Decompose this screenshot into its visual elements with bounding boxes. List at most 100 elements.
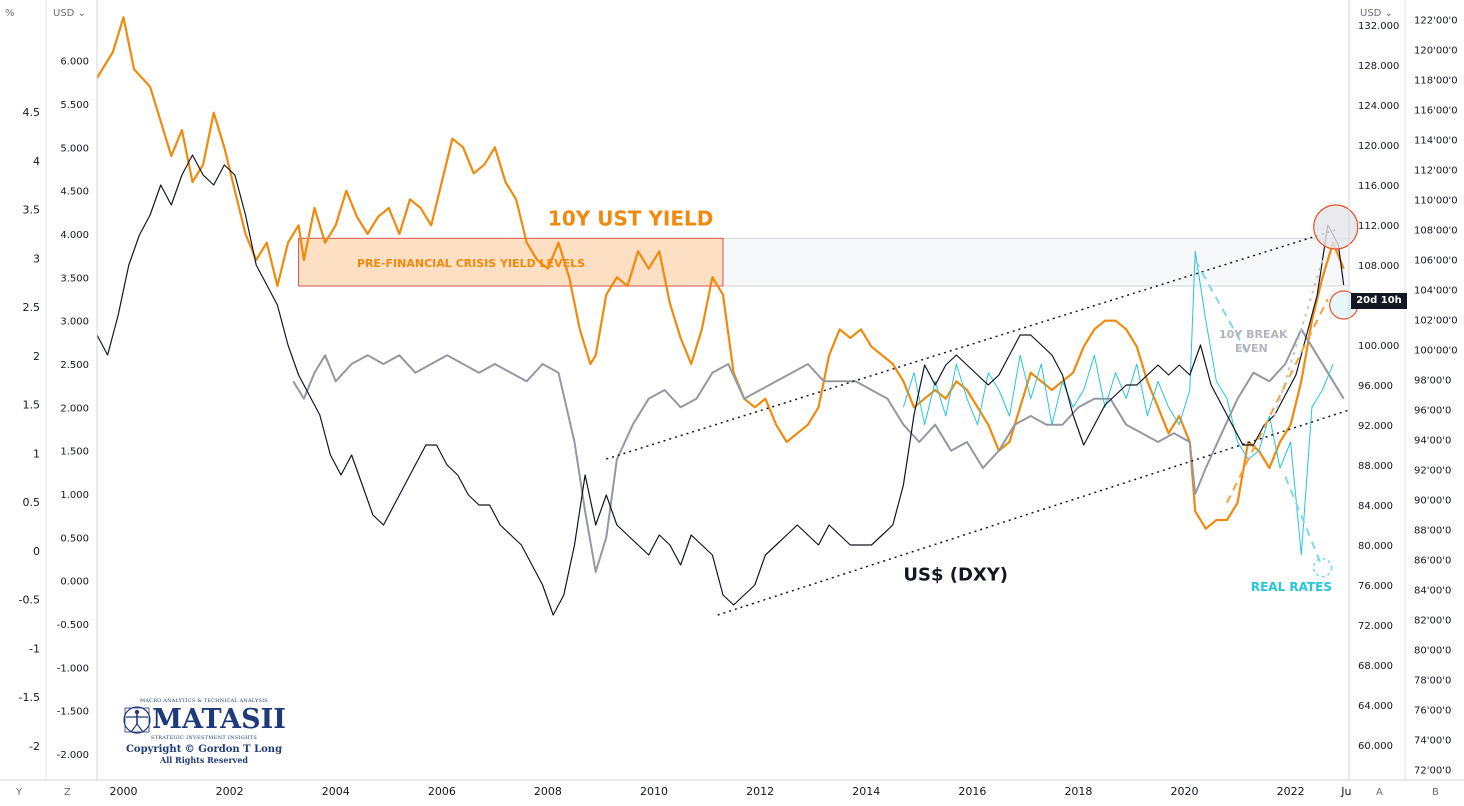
logo-copyright: Copyright © Gordon T Long [125, 744, 283, 755]
axis-tick-label: 128.000 [1358, 61, 1399, 72]
axis-tick-label: 116.000 [1358, 181, 1399, 192]
axis-tick-label: -1.500 [57, 707, 89, 718]
axis-tick-label: 0.000 [60, 577, 89, 588]
axis-tick-label: 2.000 [60, 403, 89, 414]
x-tick-label: 2012 [746, 785, 774, 798]
chart-annotation: US$ (DXY) [903, 565, 1008, 586]
axis-tick-label: 0.500 [60, 533, 89, 544]
axis-tick-label: 5.000 [60, 143, 89, 154]
axis-tick-label: 116'00'0 [1414, 106, 1458, 117]
x-tick-label: 2010 [640, 785, 668, 798]
axis-tick-label: 78'00'0 [1414, 676, 1451, 687]
logo-rights: All Rights Reserved [159, 755, 249, 765]
time-axis[interactable]: 2000 2002 2004 2006 2008 2010 2012 2014 2016 2018… [110, 785, 1352, 798]
axis-tick-label: 120.000 [1358, 141, 1399, 152]
axis-tick-label: 124.000 [1358, 101, 1399, 112]
axis-tick-label: 1 [33, 447, 40, 460]
logo-tagline: MACRO ANALYTICS & TECHNICAL ANALYSIS [140, 698, 268, 704]
axis-tick-label: 2.500 [60, 360, 89, 371]
current-yield-zone [722, 237, 1350, 287]
axis-tick-label: -1.5 [19, 691, 40, 704]
axis-tick-label: 60.000 [1358, 741, 1393, 752]
axis-tick-label: 122'00'0 [1414, 16, 1458, 27]
axis-tick-label: 112.000 [1358, 221, 1399, 232]
breakeven-projection [1273, 259, 1324, 417]
real-rates-projection-lower [1284, 476, 1324, 569]
axis-tick-label: 114'00'0 [1414, 136, 1458, 147]
x-tick-label: 2018 [1064, 785, 1092, 798]
x-tick-label: 2016 [958, 785, 986, 798]
corner-label-y[interactable]: Y [15, 787, 23, 798]
axis-tick-label: 4.500 [60, 187, 89, 198]
axis-tick-label: 132.000 [1358, 21, 1399, 32]
axis-tick-label: 2 [33, 350, 40, 363]
axis-tick-label: 110'00'0 [1414, 196, 1458, 207]
x-tick-label: 2014 [852, 785, 880, 798]
axis-tick-label: 4.000 [60, 230, 89, 241]
axis-tick-label: 112'00'0 [1414, 166, 1458, 177]
axis-tick-label: 3.000 [60, 317, 89, 328]
axis-tick-label: 3 [33, 252, 40, 265]
axis-tick-label: 72.000 [1358, 621, 1393, 632]
right-inner-price-axis[interactable]: 132.000 128.000 124.000 120.000 116.000 112.0… [1358, 21, 1399, 752]
axis-tick-label: 92'00'0 [1414, 466, 1451, 477]
axis-tick-label: 64.000 [1358, 701, 1393, 712]
overlays [606, 204, 1359, 616]
real-rates-line [902, 250, 1334, 556]
left-inner-unit-label[interactable]: USD ⌄ [53, 8, 86, 19]
axis-tick-label: 88'00'0 [1414, 526, 1451, 537]
lower-trend-channel [717, 409, 1350, 616]
vitruvian-man-icon [123, 706, 151, 734]
axis-tick-label: -1 [29, 642, 40, 655]
axis-tick-label: 96'00'0 [1414, 406, 1451, 417]
corner-label-z[interactable]: Z [64, 787, 71, 798]
axis-tick-label: 104'00'0 [1414, 286, 1458, 297]
axis-tick-label: 96.000 [1358, 381, 1393, 392]
chart-annotation: PRE-FINANCIAL CRISIS YIELD LEVELS [357, 257, 585, 270]
axis-tick-label: 86'00'0 [1414, 556, 1451, 567]
axis-tick-label: 108'00'0 [1414, 226, 1458, 237]
x-tick-label: 2002 [216, 785, 244, 798]
axis-tick-label: 98'00'0 [1414, 376, 1451, 387]
axis-tick-label: 68.000 [1358, 661, 1393, 672]
axis-tick-label: 80.000 [1358, 541, 1393, 552]
axis-tick-label: -2 [29, 740, 40, 753]
axis-tick-label: 100'00'0 [1414, 346, 1458, 357]
axis-tick-label: 1.000 [60, 490, 89, 501]
axis-tick-label: -0.500 [57, 620, 89, 631]
x-tick-label: 2022 [1277, 785, 1305, 798]
axis-tick-label: -0.5 [19, 594, 40, 607]
axis-tick-label: 4 [33, 155, 40, 168]
axis-tick-label: 3.500 [60, 273, 89, 284]
corner-label-a[interactable]: A [1376, 787, 1383, 798]
axis-tick-label: 84'00'0 [1414, 586, 1451, 597]
axis-tick-label: 102'00'0 [1414, 316, 1458, 327]
annotations: 10Y UST YIELD PRE-FINANCIAL CRISIS YIELD … [357, 206, 1332, 594]
axis-tick-label: 76.000 [1358, 581, 1393, 592]
axis-tick-label: 3.5 [23, 204, 41, 217]
matasii-logo: MACRO ANALYTICS & TECHNICAL ANALYSIS MAT… [118, 694, 290, 772]
axis-tick-label: -2.000 [57, 750, 89, 761]
x-tick-label: 2008 [534, 785, 562, 798]
zones [298, 237, 1350, 287]
axis-tick-label: 94'00'0 [1414, 436, 1451, 447]
chart-annotation: REAL RATES [1251, 580, 1332, 594]
right-inner-unit-label[interactable]: USD ⌄ [1360, 8, 1393, 19]
axis-tick-label: 2.5 [23, 301, 41, 314]
chart-annotation: 10Y BREAK [1219, 328, 1288, 341]
axis-tick-label: 106'00'0 [1414, 256, 1458, 267]
left-outer-price-axis[interactable]: 4.5 4 3.5 3 2.5 2 1.5 1 0.5 0 -0.5 -1 -1.5 -2 [19, 106, 40, 753]
axis-tick-label: 5.500 [60, 100, 89, 111]
chart-annotation: 10Y UST YIELD [548, 206, 713, 230]
axis-tick-label: 100.000 [1358, 341, 1399, 352]
axis-tick-label: 80'00'0 [1414, 646, 1451, 657]
axis-tick-label: 118'00'0 [1414, 76, 1458, 87]
axis-tick-label: 88.000 [1358, 461, 1393, 472]
real-rates-low-circle [1312, 557, 1333, 578]
upper-trend-channel [606, 228, 1339, 460]
left-inner-price-axis[interactable]: 6.000 5.500 5.000 4.500 4.000 3.500 3.000 2.500… [57, 57, 89, 761]
corner-label-b[interactable]: B [1432, 787, 1439, 798]
dxy-line [96, 154, 1345, 616]
right-outer-price-axis[interactable]: 122'00'0 120'00'0 118'00'0 116'00'0 114'00'0… [1414, 16, 1458, 777]
